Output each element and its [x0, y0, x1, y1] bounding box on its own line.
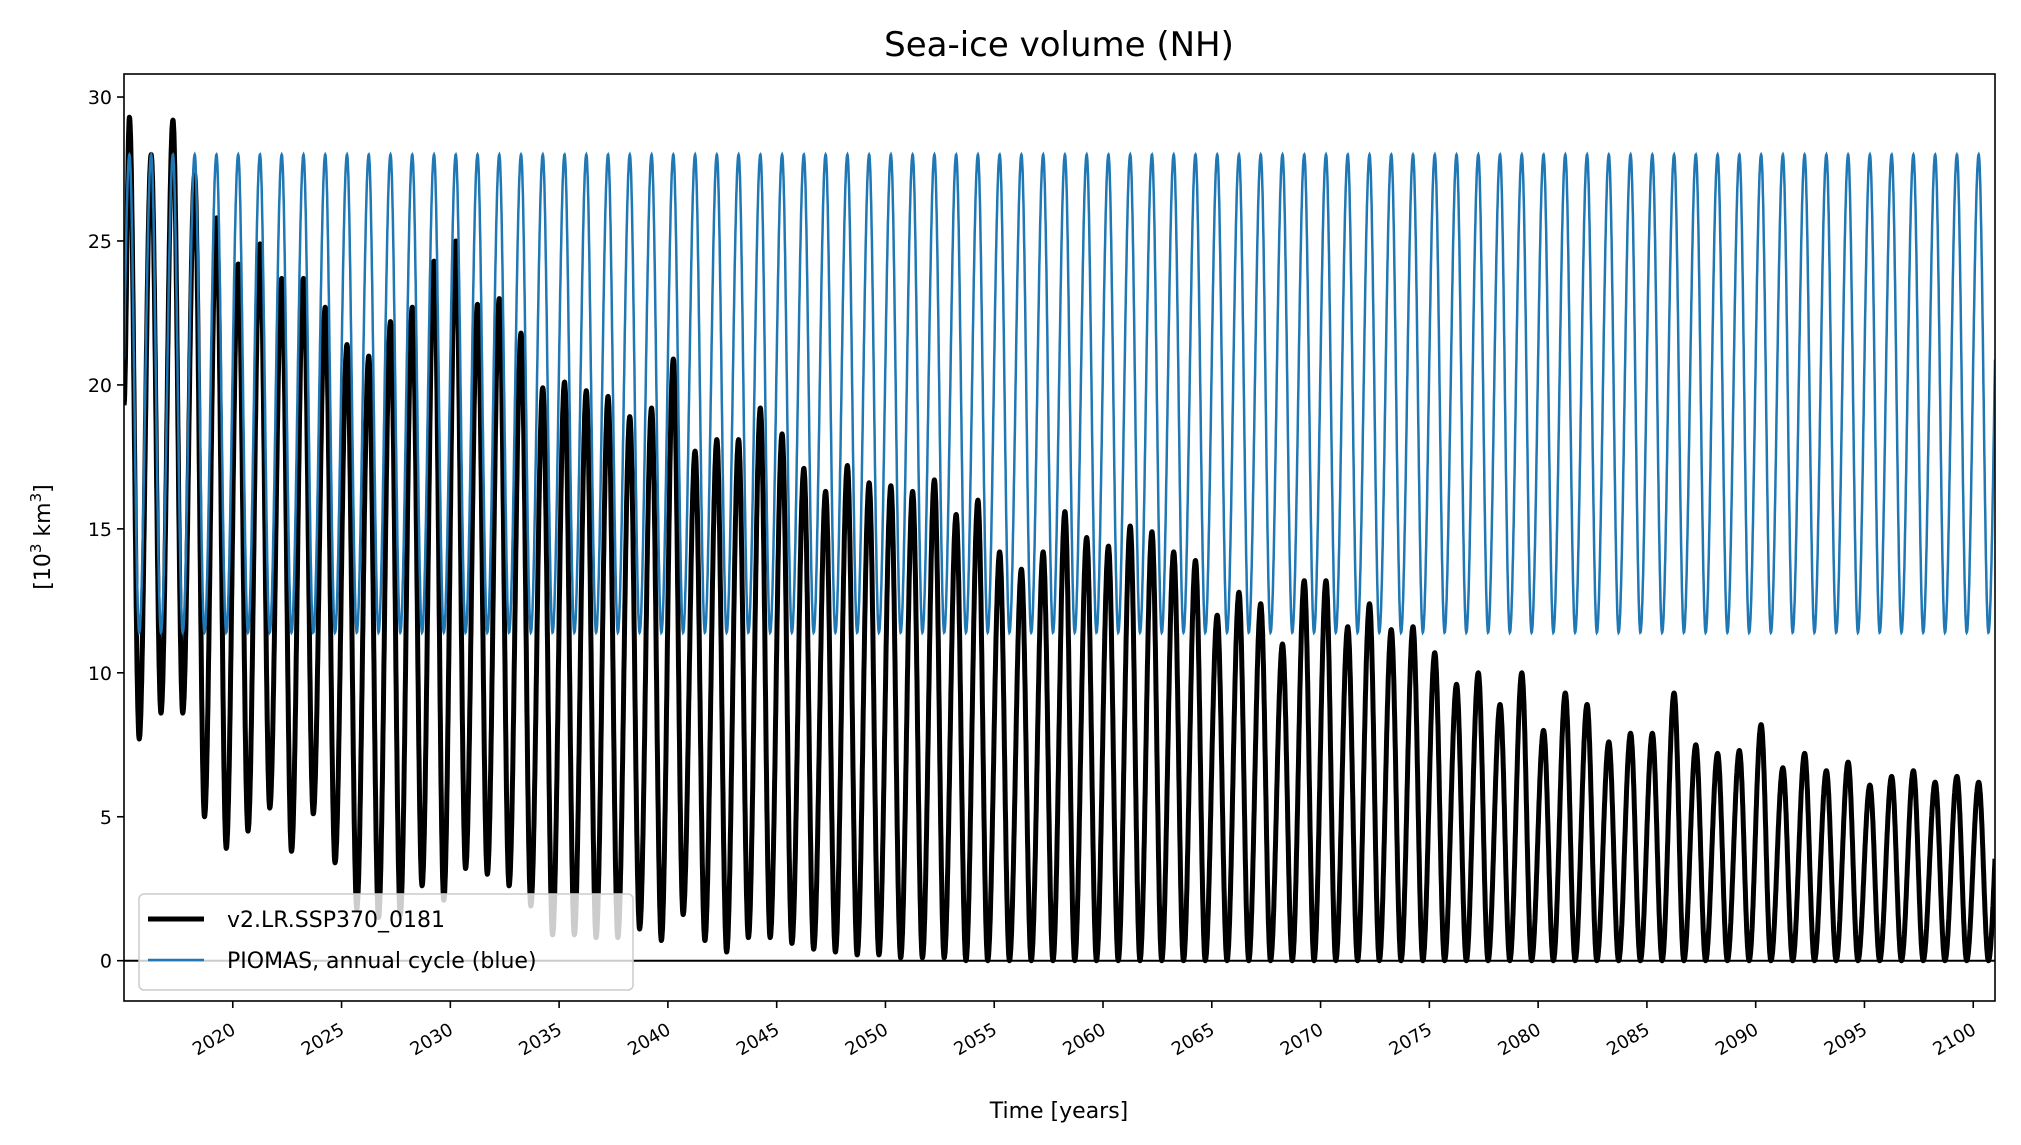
x-axis-ticks: 2020 2025 2030 2035 2040 2045 2050 2055 2060 2065… [189, 1001, 1980, 1060]
x-tick-label: 2070 [1277, 1019, 1327, 1060]
chart-title: Sea-ice volume (NH) [884, 25, 1234, 65]
x-axis-label: Time [years] [989, 1099, 1129, 1124]
x-tick-label: 2060 [1059, 1019, 1109, 1060]
x-tick-label: 2020 [189, 1019, 239, 1060]
x-tick-label: 2040 [624, 1019, 674, 1060]
legend-label-piomas: PIOMAS, annual cycle (blue) [227, 949, 537, 974]
x-tick-label: 2100 [1930, 1019, 1980, 1060]
x-tick-label: 2055 [951, 1019, 1001, 1060]
y-tick-label: 30 [88, 87, 112, 109]
x-tick-label: 2045 [733, 1019, 783, 1060]
x-tick-label: 2035 [515, 1019, 565, 1060]
x-tick-label: 2090 [1712, 1019, 1762, 1060]
x-tick-label: 2050 [842, 1019, 892, 1060]
series-line-model [124, 114, 1995, 964]
y-tick-label: 25 [88, 231, 112, 253]
y-tick-label: 20 [88, 375, 112, 397]
x-tick-label: 2030 [407, 1019, 457, 1060]
x-tick-label: 2025 [298, 1019, 348, 1060]
plot-area [123, 73, 1996, 1002]
x-tick-label: 2075 [1386, 1019, 1436, 1060]
y-tick-label: 15 [88, 519, 112, 541]
legend-label-model: v2.LR.SSP370_0181 [227, 908, 445, 933]
x-tick-label: 2085 [1603, 1019, 1653, 1060]
series-line-piomas [124, 151, 1995, 636]
y-tick-label: 5 [100, 807, 112, 829]
x-tick-label: 2080 [1494, 1019, 1544, 1060]
legend: v2.LR.SSP370_0181 PIOMAS, annual cycle (… [138, 893, 634, 991]
y-axis-ticks: 0 5 10 15 20 25 30 [88, 87, 124, 973]
y-tick-label: 10 [88, 663, 112, 685]
legend-box [138, 893, 634, 991]
x-tick-label: 2065 [1168, 1019, 1218, 1060]
x-tick-label: 2095 [1821, 1019, 1871, 1060]
y-axis-label: [103 km3] [27, 484, 56, 589]
y-tick-label: 0 [100, 951, 112, 973]
axes-frame [123, 73, 1996, 1002]
